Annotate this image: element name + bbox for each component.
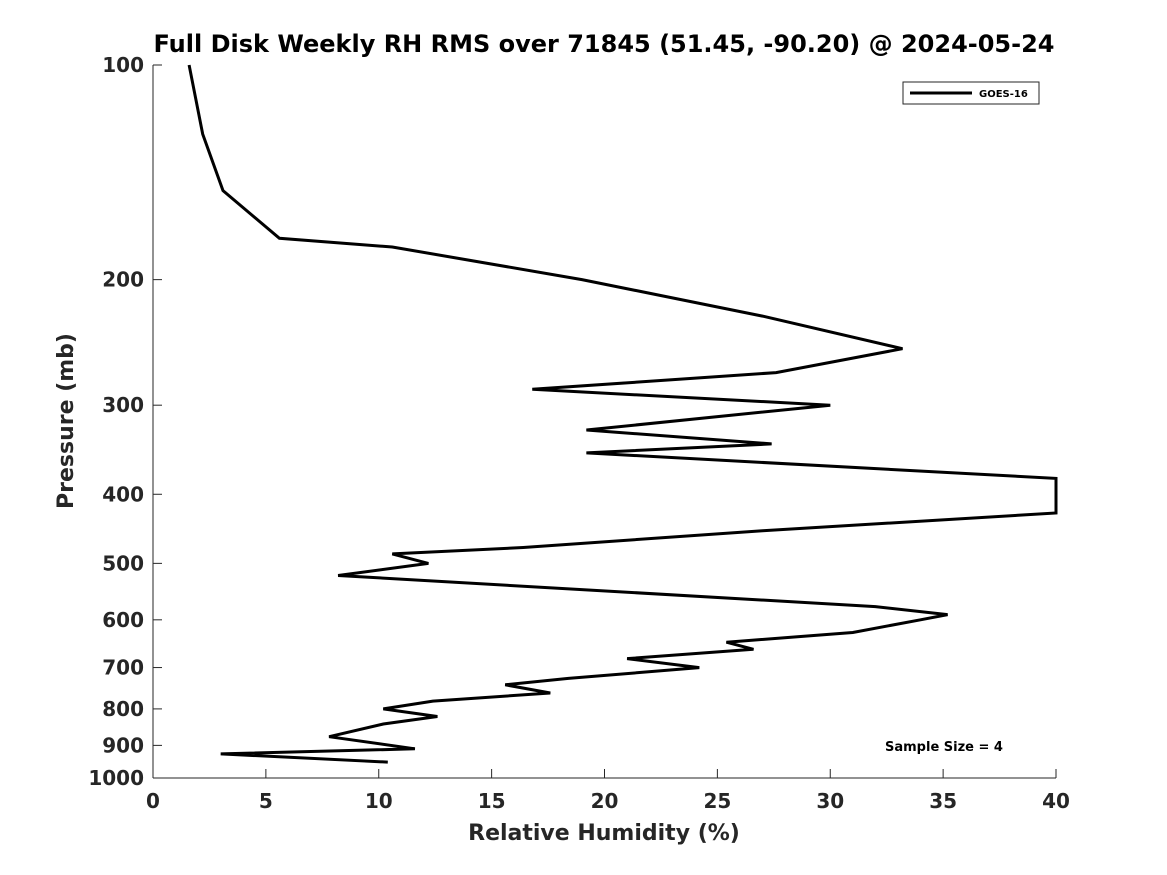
x-tick-label: 0 [146,789,160,813]
legend: GOES-16 [902,81,1040,105]
y-tick-label: 1000 [88,766,144,790]
x-tick-label: 15 [478,789,506,813]
y-tick-label: 800 [102,697,144,721]
x-tick-label: 40 [1042,789,1070,813]
plot-area [153,65,1056,778]
y-tick-label: 400 [102,482,144,506]
y-tick-label: 300 [102,393,144,417]
y-axis-ticks: 100 200 300 400 500 600 700 800 900 1000 [88,53,162,790]
x-axis-ticks: 0 5 10 15 20 25 30 35 40 [146,769,1070,813]
series-layer [187,64,1058,764]
y-tick-label: 500 [102,551,144,575]
x-tick-label: 35 [929,789,957,813]
y-tick-label: 700 [102,656,144,680]
y-tick-label: 200 [102,268,144,292]
sample-size-annotation: Sample Size = 4 [885,740,1003,755]
x-tick-label: 20 [591,789,619,813]
x-tick-label: 30 [816,789,844,813]
y-tick-label: 900 [102,733,144,757]
y-axis-label: Pressure (mb) [54,333,79,509]
x-tick-label: 5 [259,789,273,813]
y-tick-label: 100 [102,53,144,77]
chart-title: Full Disk Weekly RH RMS over 71845 (51.4… [153,30,1054,58]
x-tick-label: 25 [703,789,731,813]
x-axis-label: Relative Humidity (%) [468,821,740,846]
legend-label-goes-16: GOES-16 [979,89,1028,100]
series-line-goes-16 [187,64,1058,764]
y-tick-label: 600 [102,608,144,632]
x-tick-label: 10 [365,789,393,813]
